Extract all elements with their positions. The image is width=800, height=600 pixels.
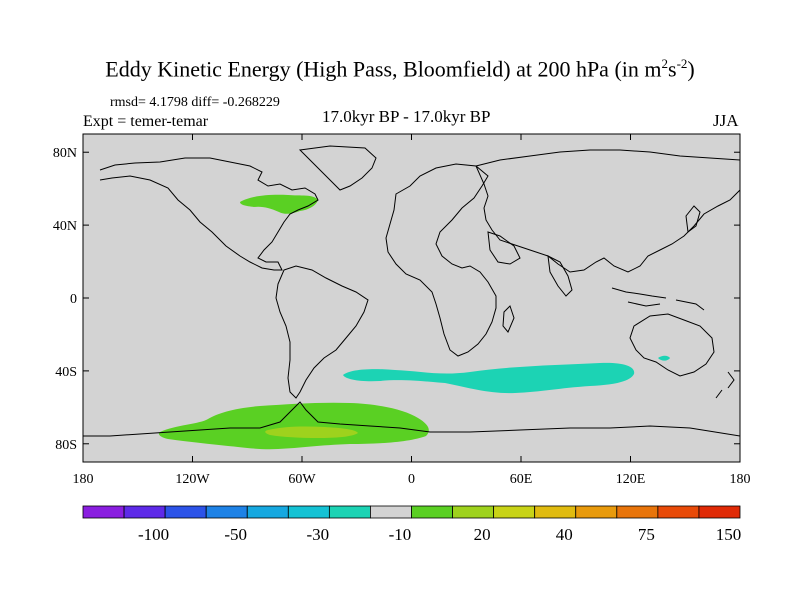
arabia-coast	[487, 231, 521, 265]
india-coast	[547, 255, 573, 297]
experiment-label: Expt = temer-temar	[83, 113, 209, 130]
colorbar-swatch	[452, 505, 495, 519]
longitude-axis: 180 120W 60W 0 60E 120E 180	[73, 134, 751, 487]
new-zealand-coast	[715, 371, 735, 399]
tasmania-negative	[658, 355, 670, 361]
colorbar-swatch	[370, 505, 412, 519]
colorbar-swatch	[287, 505, 330, 519]
lon-tick-label: 120E	[616, 472, 646, 487]
colorbar-label: 150	[716, 525, 742, 544]
lat-tick-label: 40S	[55, 365, 77, 380]
madagascar-coast	[502, 305, 515, 333]
colorbar-label: -10	[389, 525, 412, 544]
lon-tick-label: 180	[730, 472, 751, 487]
greenland-coast	[298, 145, 377, 191]
period-label: 17.0kyr BP - 17.0kyr BP	[322, 107, 491, 126]
colorbar-swatch	[616, 505, 659, 519]
north-america-positive	[240, 194, 318, 214]
antarctica-coast	[83, 401, 740, 437]
lon-tick-label: 60E	[510, 472, 533, 487]
lon-tick-label: 60W	[288, 472, 316, 487]
north-america-coast	[99, 157, 319, 271]
lat-tick-label: 40N	[53, 219, 77, 234]
southern-ocean-negative	[343, 362, 635, 394]
colorbar-swatch	[493, 505, 536, 519]
colorbar-swatch	[411, 505, 453, 519]
lat-tick-label: 80N	[53, 146, 77, 161]
colorbar-swatch	[164, 505, 207, 519]
colorbar-swatch	[82, 505, 125, 519]
map-title: Eddy Kinetic Energy (High Pass, Bloomfie…	[105, 56, 695, 82]
colorbar-label: -100	[138, 525, 169, 544]
colorbar-swatch	[575, 505, 618, 519]
lat-tick-label: 80S	[55, 438, 77, 453]
colorbar-swatch	[123, 505, 166, 519]
lon-tick-label: 120W	[175, 472, 210, 487]
colorbar-swatch	[205, 505, 248, 519]
indonesia-coast	[611, 287, 705, 311]
colorbar-swatch	[328, 505, 371, 519]
antarctic-positive	[158, 402, 429, 450]
coastlines	[83, 145, 740, 437]
colorbar-label: -50	[224, 525, 247, 544]
europe-africa-coast	[385, 163, 497, 357]
colorbar-label: 20	[474, 525, 491, 544]
south-america-coast	[275, 265, 369, 399]
latitude-axis: 80N 40N 0 40S 80S	[53, 146, 740, 453]
colorbar-label: -30	[307, 525, 330, 544]
colorbar: -100 -50 -30 -10 20 40 75 150	[82, 505, 742, 544]
colorbar-label: 75	[638, 525, 655, 544]
lat-tick-label: 0	[70, 292, 77, 307]
map-background	[83, 134, 740, 462]
antarctic-positive-core	[265, 426, 358, 438]
colorbar-swatch	[246, 505, 289, 519]
colorbar-swatch	[534, 505, 577, 519]
colorbar-swatch	[657, 505, 700, 519]
anomaly-layer	[158, 194, 670, 450]
australia-coast	[629, 313, 715, 377]
season-label: JJA	[713, 111, 739, 130]
rmsd-diff-stats: rmsd= 4.1798 diff= -0.268229	[110, 95, 280, 110]
colorbar-label: 40	[556, 525, 573, 544]
asia-coast	[475, 149, 740, 273]
colorbar-swatch	[698, 505, 741, 519]
lon-tick-label: 180	[73, 472, 94, 487]
japan-coast	[685, 205, 701, 233]
lon-tick-label: 0	[408, 472, 415, 487]
